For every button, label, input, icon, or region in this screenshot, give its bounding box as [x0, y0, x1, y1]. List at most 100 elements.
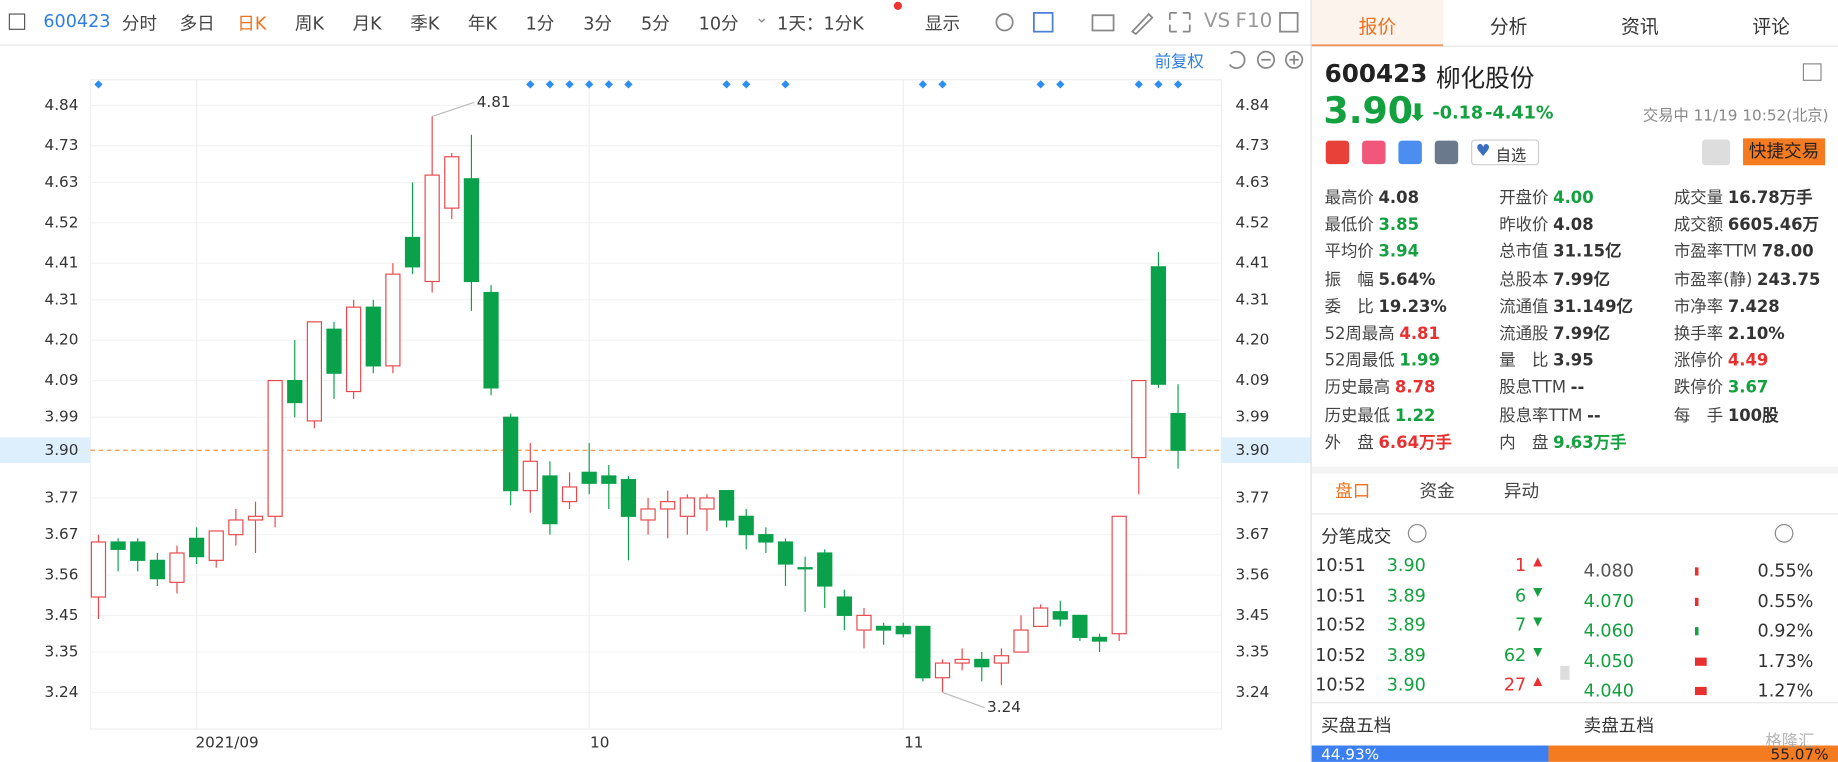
candle-body [974, 658, 990, 668]
period-tab[interactable]: 10分 [698, 12, 739, 34]
candle-body [1131, 379, 1147, 459]
period-tab[interactable]: 1分 [525, 12, 555, 34]
stat: 总市值 31.15亿 [1499, 240, 1621, 263]
period-tab[interactable]: 分时 [121, 12, 158, 34]
f10-button[interactable]: F10 [1235, 9, 1273, 33]
color-icon[interactable] [1032, 12, 1054, 33]
candle-body [895, 625, 911, 635]
stat-label: 成交额 [1673, 215, 1724, 235]
period-tab[interactable]: 3分 [583, 12, 613, 34]
tag-icon[interactable] [1362, 140, 1386, 165]
stat-label: 内 盘 [1499, 433, 1549, 453]
info-icon[interactable] [1407, 523, 1427, 543]
menu-icon[interactable] [8, 13, 26, 30]
zoom-in-plus [1289, 55, 1299, 65]
candle-body [542, 475, 558, 525]
sub-tab[interactable]: 异动 [1503, 480, 1540, 502]
trade-time: 10:51 [1315, 584, 1366, 606]
buy-ratio-bar [1311, 745, 1549, 762]
candle-body [620, 479, 637, 517]
stat-value: 7.99亿 [1553, 324, 1611, 344]
candle-body [385, 273, 401, 367]
panel-tab[interactable]: 分析 [1489, 15, 1528, 38]
stat-value: -- [1570, 379, 1585, 398]
fullscreen-icon[interactable] [1168, 12, 1191, 33]
period-tab[interactable]: 周K [294, 12, 325, 34]
display-select[interactable]: 显示 [924, 12, 961, 34]
zoom-in-icon[interactable] [1285, 50, 1304, 69]
sub-tab[interactable]: 盘口 [1335, 480, 1371, 502]
period-tab[interactable]: 年K [467, 12, 498, 34]
candle-body [287, 379, 303, 404]
y-tick-label: 3.77 [45, 488, 79, 506]
sidebar-icon[interactable] [1279, 12, 1299, 33]
panel-tab[interactable]: 评论 [1752, 15, 1790, 38]
depth-bar [1694, 567, 1699, 576]
stat: 股息TTM -- [1499, 376, 1584, 399]
stat-value: 3.95 [1553, 351, 1594, 371]
tag-icon[interactable] [1434, 140, 1459, 165]
stat-value: 1.22 [1394, 406, 1436, 426]
period-tab[interactable]: 5分 [640, 12, 670, 34]
candle-body [699, 497, 715, 510]
candle-body [817, 552, 833, 587]
candle-body [444, 156, 460, 209]
quote-price: 3.90 [1323, 90, 1414, 133]
y-tick-label: 3.99 [45, 408, 79, 426]
stat-value: 19.23% [1378, 297, 1447, 317]
period-tab[interactable]: 季K [410, 12, 440, 34]
candle-body [483, 291, 499, 389]
candle-body [561, 486, 578, 503]
plot-frame [89, 79, 1223, 730]
period-tab[interactable]: 日K [237, 12, 267, 34]
pen-icon[interactable] [1130, 12, 1154, 36]
more-icon[interactable] [1774, 523, 1794, 543]
candle-body [777, 541, 794, 565]
panel-tab[interactable]: 报价 [1358, 15, 1397, 38]
period-select[interactable]: 1天：1分K [777, 12, 864, 34]
stat-value: 4.81 [1399, 324, 1440, 344]
stat: 流通值 31.149亿 [1499, 294, 1633, 317]
list-icon[interactable] [1802, 63, 1822, 81]
undo-icon[interactable] [1228, 50, 1246, 69]
sub-tab[interactable]: 资金 [1419, 480, 1455, 502]
watch-button[interactable]: 自选 ♥ [1471, 139, 1540, 166]
stat-value: 4.08 [1553, 215, 1594, 235]
y-tick-label: 3.56 [45, 566, 79, 584]
bell-button[interactable] [1702, 139, 1731, 166]
trade-button[interactable]: 快捷交易 [1743, 138, 1826, 166]
adjust-button[interactable]: 前复权 [1154, 52, 1204, 72]
quote-status: 交易中 11/19 10:52(北京) [1643, 107, 1829, 126]
section-divider [1311, 702, 1838, 704]
chart: 4.84 4.84 4.73 4.73 4.63 4.63 4.52 4.52 4.41 4.41… [0, 1, 1311, 752]
panel-tab[interactable]: 资讯 [1621, 15, 1659, 38]
stat: 流通股 7.99亿 [1499, 321, 1610, 344]
stat-value: 243.75 [1757, 270, 1821, 290]
candle-body [110, 541, 126, 550]
vs-button[interactable]: VS [1203, 9, 1231, 33]
stat-label: 股息率TTM [1499, 406, 1583, 426]
stat-value: 78.00 [1761, 243, 1814, 262]
y-tick-label: 3.35 [45, 643, 79, 661]
settings-icon[interactable] [995, 13, 1014, 32]
stat-label: 流通股 [1499, 324, 1549, 344]
x-tick-label: 2021/09 [195, 734, 258, 752]
tag-icon[interactable] [1398, 140, 1422, 165]
event-marker [1036, 80, 1045, 89]
depth-pct: 0.55% [1757, 590, 1814, 612]
low-label: 3.24 [987, 698, 1021, 716]
period-tab[interactable]: 多日 [179, 12, 215, 34]
stat-value: 31.149亿 [1553, 297, 1633, 317]
period-tab[interactable]: 月K [352, 12, 382, 34]
camera-icon[interactable] [1091, 14, 1115, 32]
zoom-out-icon[interactable] [1256, 50, 1276, 69]
trade-time: 10:52 [1315, 674, 1366, 696]
trade-time: 10:52 [1315, 614, 1366, 636]
chevron: ⌄ [754, 8, 769, 27]
candle-body [424, 174, 440, 283]
event-marker [585, 80, 594, 89]
tag-icon[interactable] [1325, 140, 1350, 165]
event-marker [1154, 80, 1163, 89]
stat-label: 昨收价 [1499, 215, 1549, 235]
depth-price: 4.040 [1583, 679, 1634, 701]
